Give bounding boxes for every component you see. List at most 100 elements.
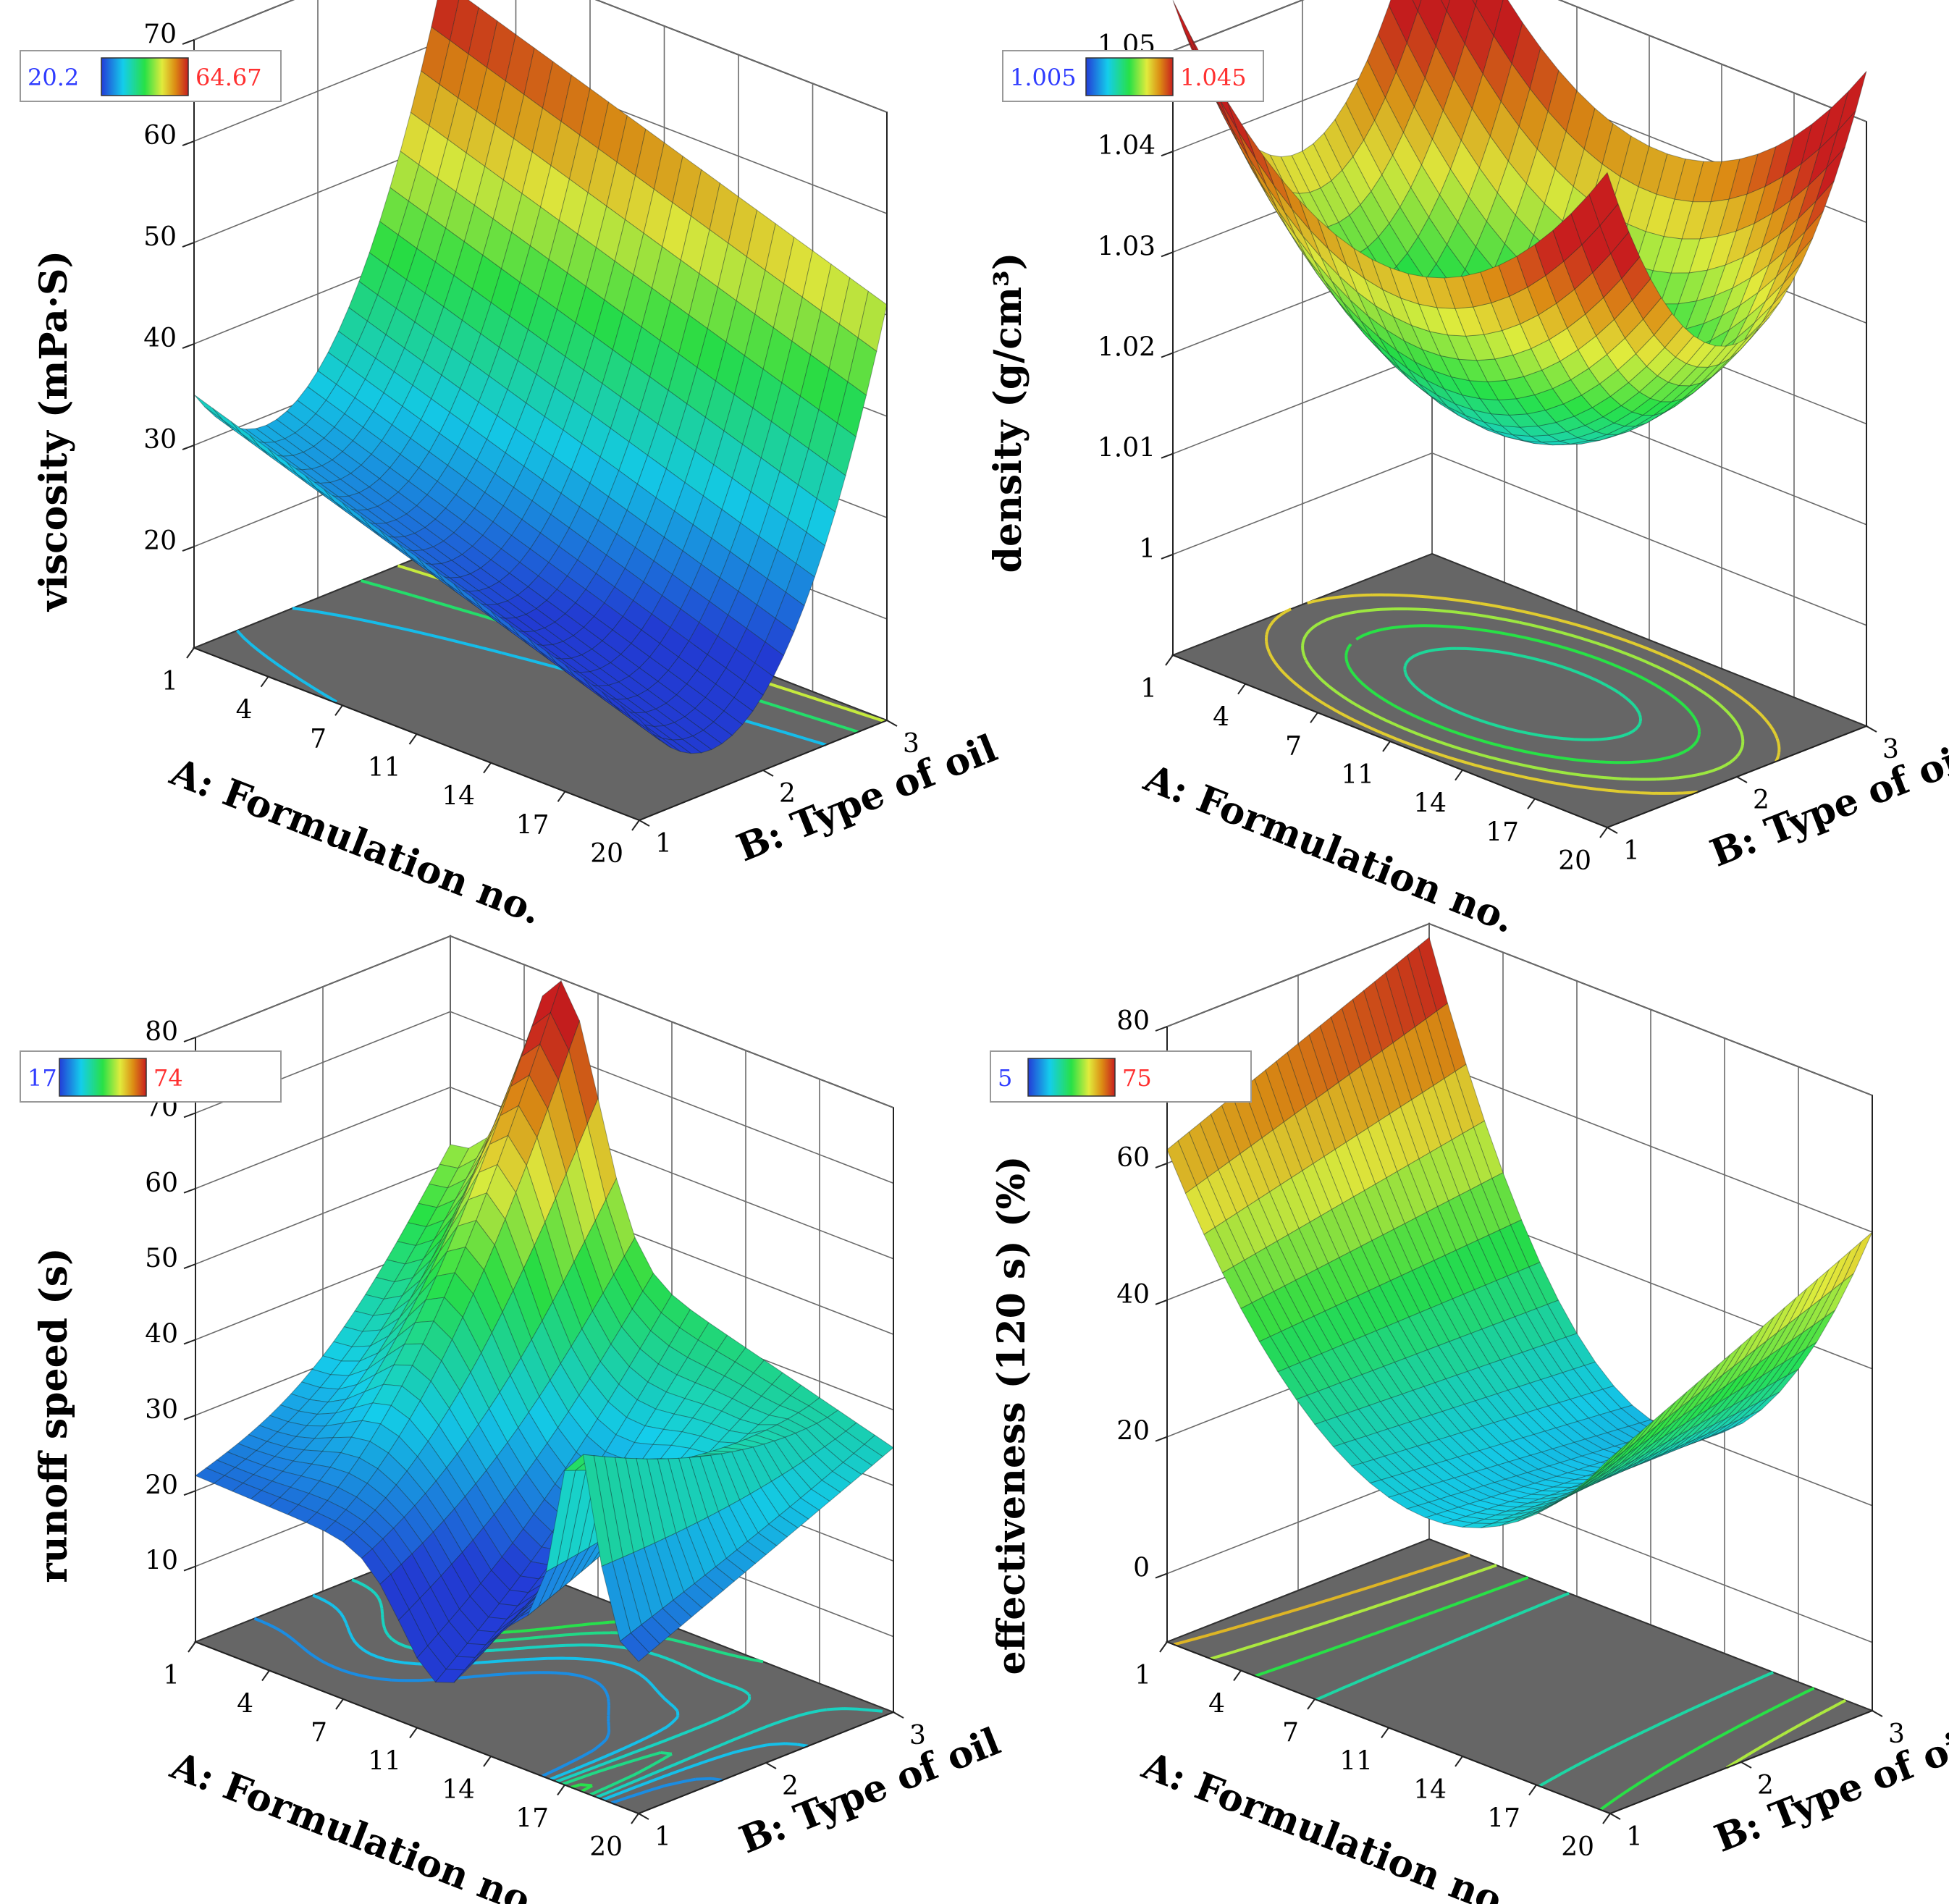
y-tick-mark [765,1762,777,1769]
x-tick-label: 14 [442,782,475,812]
surface-cell [1610,231,1641,279]
z-tick-mark [183,1339,196,1345]
y-tick-label: 2 [1757,1771,1774,1800]
z-tick-label: 20 [145,1470,178,1500]
axis-frame [182,39,898,831]
y-tick-mark [886,720,898,727]
x-tick-label: 20 [1561,1832,1594,1862]
surface-cell [1667,1382,1698,1418]
x-tick-label: 14 [1413,789,1447,819]
z-axis-title: runoff speed (s) [32,1247,76,1583]
z-gridline [1172,452,1867,626]
x-tick-mark [1381,1727,1389,1739]
x-tick-mark [1528,1784,1537,1796]
z-gridline [193,0,888,113]
y-tick-mark [893,1711,904,1719]
z-tick-label: 50 [145,1244,178,1273]
colormap-bar [1027,1058,1116,1097]
y-tick-mark [638,1813,649,1820]
x-tick-mark [631,1813,639,1824]
x-tick-mark [261,1669,270,1682]
z-gridline [1172,0,1867,122]
x-tick-mark [1455,770,1463,781]
z-tick-mark [182,445,195,450]
surface-cell [1685,342,1717,368]
x-tick-mark [188,1641,196,1653]
x-tick-mark [1602,1813,1611,1824]
color-legend: 20.2 64.67 [20,50,282,102]
response-surface [1172,0,1867,446]
z-tick-mark [183,1565,196,1572]
y-tick-mark [1740,1761,1752,1769]
surface-cell [789,1497,820,1520]
z-tick-label: 1.01 [1098,434,1155,463]
surface-cell [651,1608,682,1635]
y-tick-label: 2 [782,1772,799,1801]
surface-cell [1740,316,1770,350]
y-tick-mark [1872,1710,1883,1717]
y-tick-mark [1866,725,1877,733]
x-tick-mark [1382,741,1391,752]
x-tick-label: 7 [310,724,327,754]
z-tick-mark [1155,1572,1168,1579]
surface-cell [1675,335,1706,364]
z-gridline [195,935,894,1108]
z-tick-mark [1155,1026,1168,1032]
z-tick-mark [183,1187,196,1194]
z-tick-label: 10 [145,1546,178,1576]
colormap-bar [101,57,189,96]
x-tick-mark [1307,1698,1316,1710]
surface-cell [1718,337,1748,365]
x-tick-label: 17 [516,810,550,840]
x-tick-label: 1 [1140,674,1157,704]
surface-cell [619,1633,650,1662]
y-tick-label: 3 [1888,1719,1905,1749]
surface-cell [620,704,650,732]
legend-max-value: 74 [153,1064,183,1092]
z-tick-label: 1 [1139,534,1155,564]
x-tick-mark [1455,1756,1463,1767]
z-tick-mark [183,1490,196,1496]
y-tick-label: 1 [1626,1822,1643,1852]
contour-line [1265,593,1781,795]
axis-frame [1155,1026,1883,1824]
y-tick-label: 3 [1882,735,1899,764]
axis-frame [183,1037,904,1824]
x-tick-mark [1310,712,1318,723]
x-tick-mark [557,1784,565,1796]
legend-min-value: 20.2 [28,64,79,91]
surface-cell [212,408,242,434]
x-tick-mark [186,647,195,659]
z-tick-mark [182,39,195,45]
surface-cell [1632,278,1662,320]
x-tick-label: 17 [515,1804,549,1834]
response-surface [193,0,888,754]
y-tick-label: 3 [909,1721,926,1751]
y-tick-mark [1609,1813,1621,1820]
x-axis-title: A: Formulation no. [164,1743,548,1904]
contour-line [1403,646,1642,741]
surface-cell [821,1470,852,1493]
z-tick-mark [183,1037,196,1042]
colormap-bar [1085,57,1174,96]
surface-cell [767,1515,799,1538]
z-tick-mark [1155,1299,1168,1305]
z-tick-mark [1155,1162,1168,1168]
z-tick-mark [1161,452,1174,459]
legend-max-value: 64.67 [195,64,262,91]
surface-cell [775,591,805,633]
surface-cell [837,381,867,438]
surface-cell [754,641,785,678]
response-surface [194,980,894,1683]
x-tick-mark [409,1727,418,1739]
z-tick-mark [1161,251,1174,258]
surface-cell [796,531,826,578]
surface-cell [1588,172,1619,227]
y-tick-label: 1 [1623,836,1640,866]
axis-frame [1161,50,1877,838]
y-tick-mark [639,820,650,827]
y-tick-mark [762,770,774,777]
y-tick-label: 1 [654,1822,671,1852]
